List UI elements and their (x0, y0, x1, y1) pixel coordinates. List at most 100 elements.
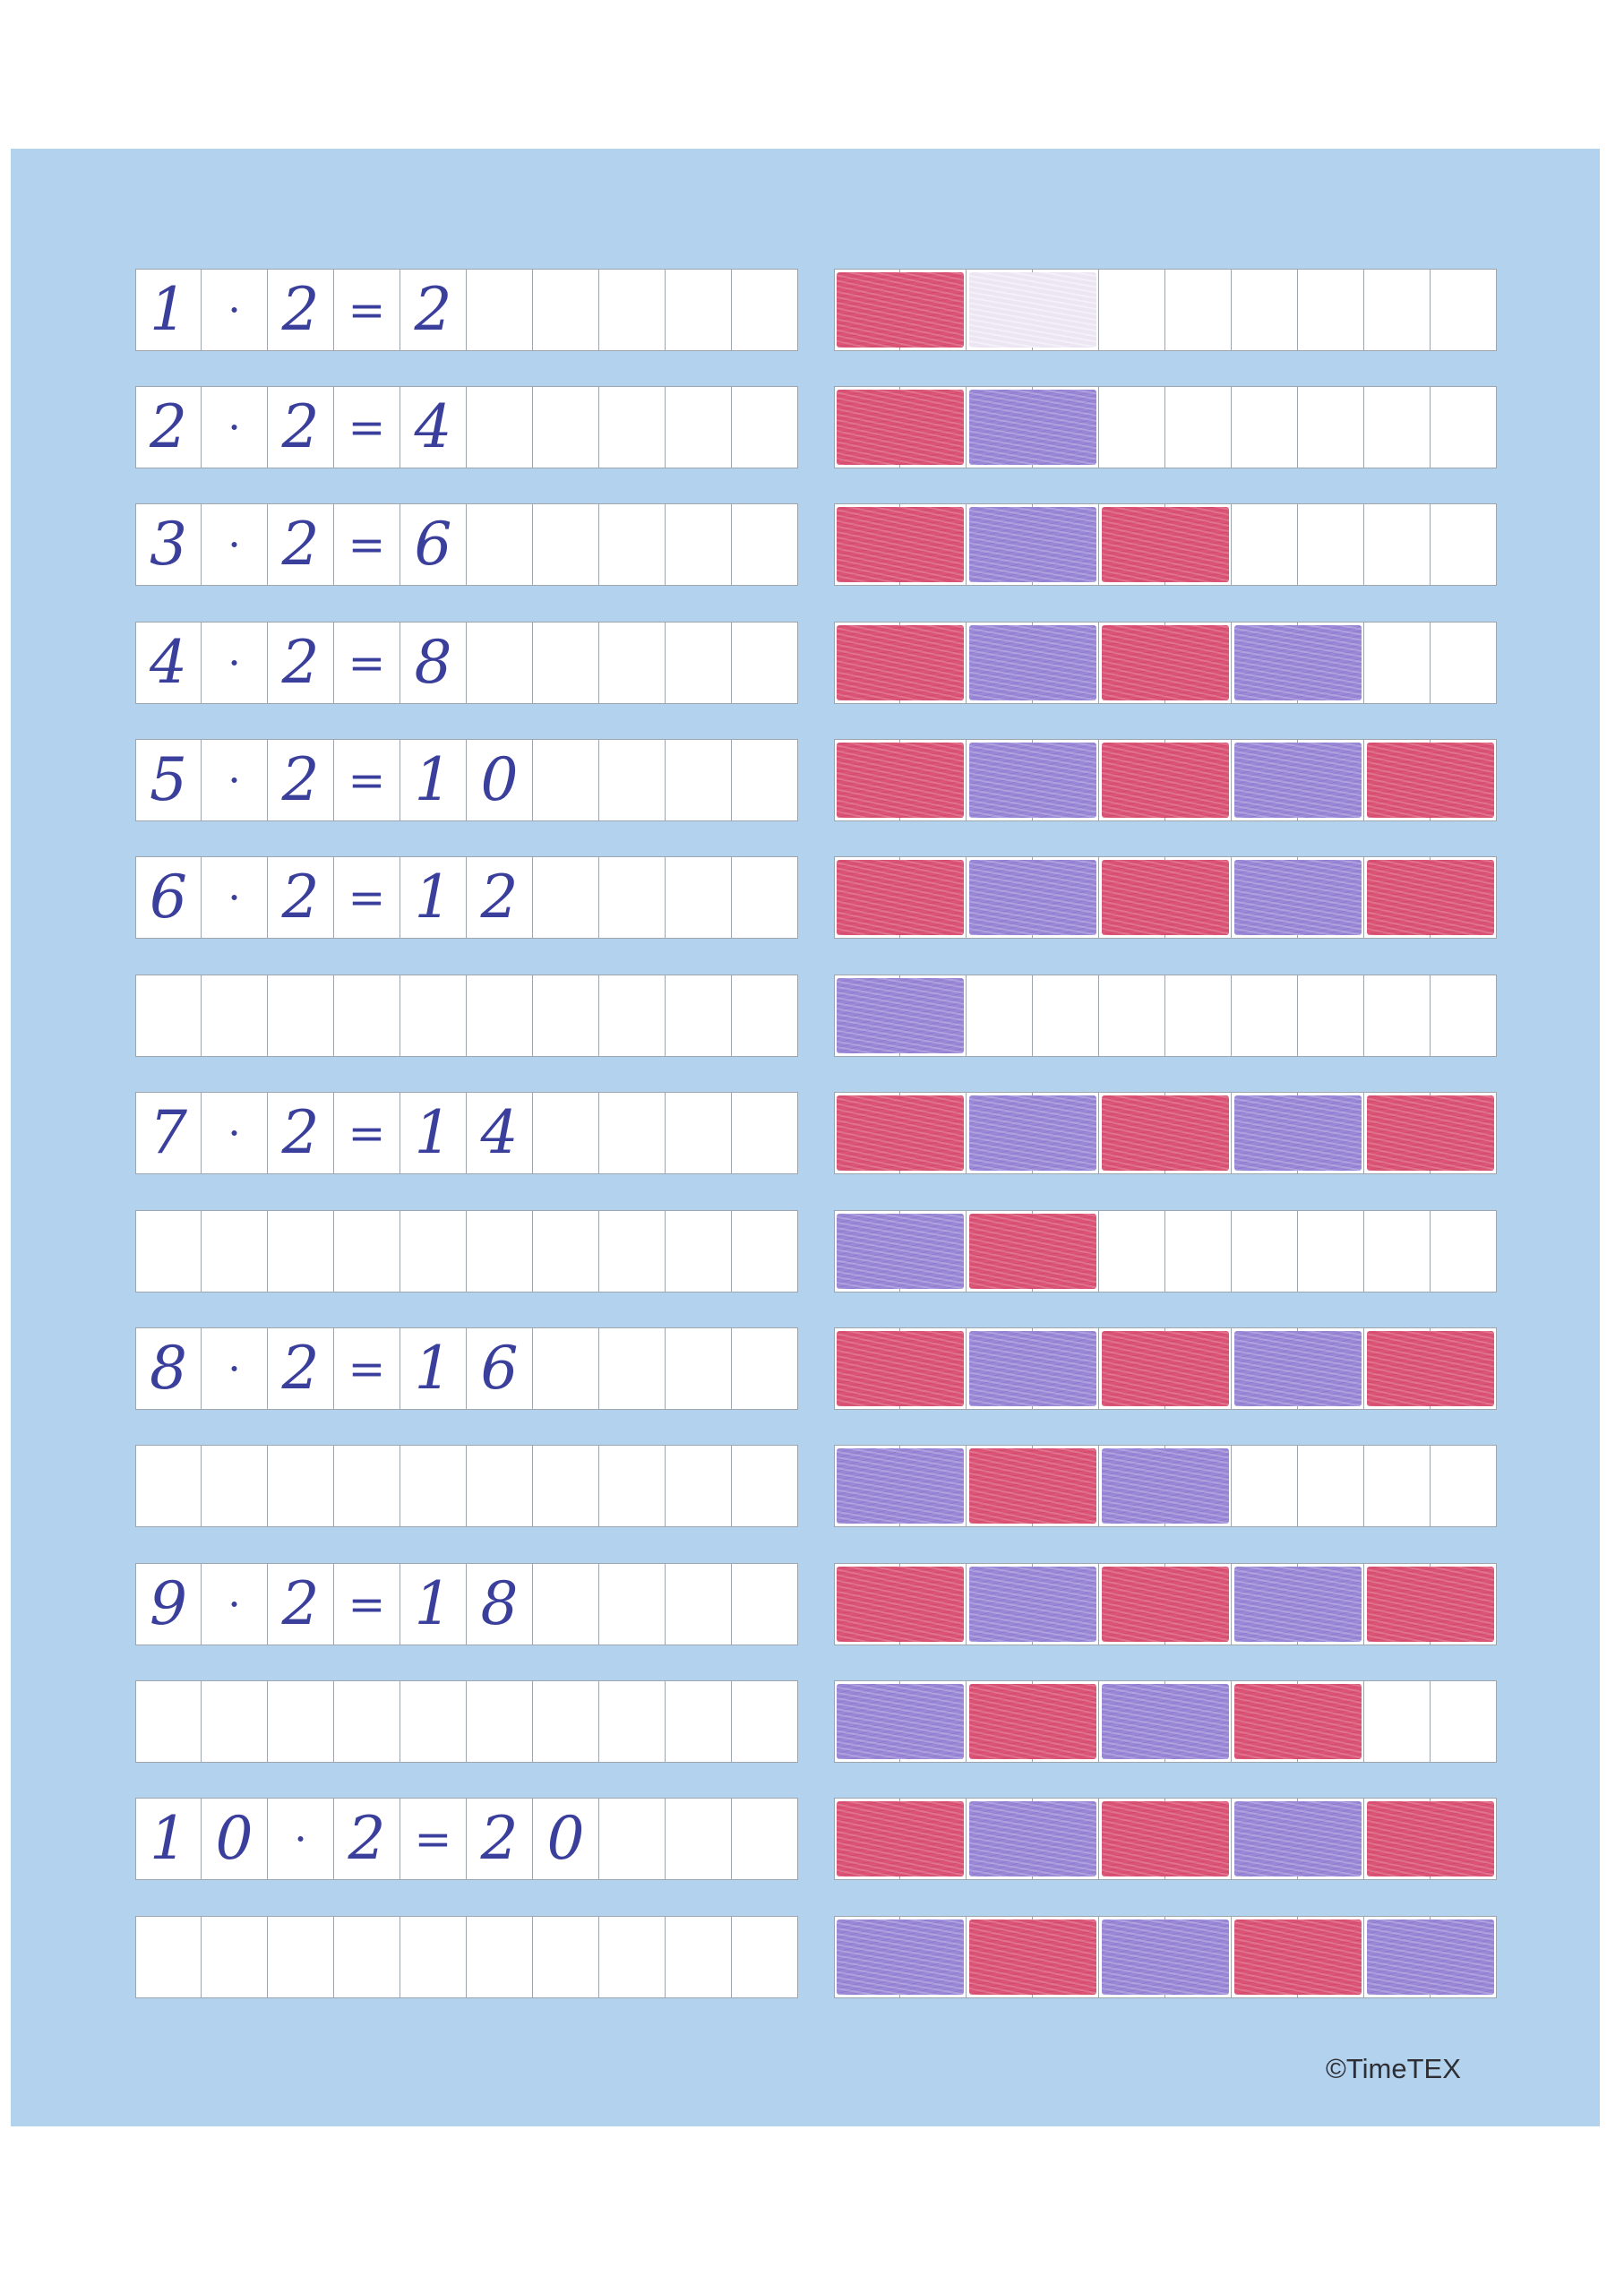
grid-cell (532, 1680, 599, 1763)
grid-cell (598, 1445, 666, 1527)
grid-cell (333, 1445, 400, 1527)
grid-cell (731, 386, 798, 468)
grid-cell (1231, 386, 1298, 468)
grid-cell (1231, 503, 1298, 586)
grid-cell (1297, 975, 1364, 1057)
handwritten-char: · (228, 639, 241, 687)
grid-cell (532, 622, 599, 704)
grid-cell: 1 (400, 1563, 467, 1645)
purple-block (837, 978, 964, 1053)
handwritten-char: = (348, 401, 386, 453)
purple-block (837, 1684, 964, 1759)
purple-block (969, 1095, 1096, 1171)
grid-cell (1231, 1445, 1298, 1527)
grid-cell: 1 (400, 856, 467, 939)
handwritten-char: 2 (281, 392, 320, 461)
grid-cell (731, 856, 798, 939)
handwritten-char: 2 (281, 1334, 320, 1403)
grid-cell: = (333, 1327, 400, 1410)
handwritten-char: 2 (281, 1569, 320, 1638)
grid-cell: = (333, 503, 400, 586)
grid-cell: = (333, 269, 400, 351)
grid-cell (135, 975, 202, 1057)
handwritten-char: 1 (414, 1098, 452, 1167)
equation-row: 8 · 2 = 1 6 (135, 1327, 798, 1410)
red-block (1234, 1684, 1362, 1759)
red-block (1367, 1801, 1494, 1876)
grid-cell (333, 1680, 400, 1763)
worksheet: 1 · 2 = 2 2 · 2 = 4 3 · 2 = 6 4 · 2 = 8 5 · 2 = 1 0 6 · 2 = 1 2 7 · 2 = 1 4 8 ·… (11, 149, 1600, 2126)
grid-cell: 1 (400, 739, 467, 821)
faint-block (969, 272, 1096, 348)
grid-cell (665, 622, 732, 704)
grid-cell: 1 (400, 1092, 467, 1174)
handwritten-char: 8 (480, 1569, 519, 1638)
red-block (1367, 860, 1494, 935)
grid-cell (665, 1563, 732, 1645)
grid-cell (598, 269, 666, 351)
red-block (837, 743, 964, 818)
equation-row: 9 · 2 = 1 8 (135, 1563, 798, 1645)
grid-cell (1430, 1210, 1497, 1292)
grid-cell (400, 1445, 467, 1527)
grid-cell (466, 386, 533, 468)
grid-cell (665, 739, 732, 821)
grid-cell (267, 1445, 334, 1527)
red-block (837, 272, 964, 348)
handwritten-char: 4 (150, 628, 187, 697)
grid-cell (201, 1210, 268, 1292)
grid-cell (400, 975, 467, 1057)
color-block-row (834, 1798, 1497, 1880)
grid-cell (267, 1210, 334, 1292)
red-block (1367, 743, 1494, 818)
handwritten-char: 0 (215, 1804, 253, 1873)
grid-cell: 2 (267, 269, 334, 351)
grid-cell (532, 856, 599, 939)
purple-block (837, 1448, 964, 1524)
red-block (1102, 1095, 1229, 1171)
handwritten-char: · (228, 873, 241, 922)
red-block (1102, 625, 1229, 700)
color-block-row (834, 739, 1497, 821)
handwritten-char: 2 (150, 392, 187, 461)
handwritten-char: · (228, 1580, 241, 1628)
color-block-row (834, 856, 1497, 939)
grid-cell: = (333, 1092, 400, 1174)
grid-cell (598, 1210, 666, 1292)
grid-cell (665, 1680, 732, 1763)
grid-cell (598, 739, 666, 821)
grid-cell (598, 856, 666, 939)
purple-block (969, 743, 1096, 818)
grid-cell: 3 (135, 503, 202, 586)
grid-cell: 6 (135, 856, 202, 939)
color-block-row (834, 1092, 1497, 1174)
grid-cell: · (201, 1327, 268, 1410)
handwritten-char: 1 (414, 745, 452, 814)
grid-cell: = (400, 1798, 467, 1880)
handwritten-char: = (348, 637, 386, 689)
red-block (837, 860, 964, 935)
red-block (837, 390, 964, 465)
grid-cell: · (201, 386, 268, 468)
handwritten-char: · (228, 520, 241, 569)
handwritten-char: = (348, 754, 386, 806)
handwritten-char: = (348, 519, 386, 571)
red-block (969, 1684, 1096, 1759)
grid-cell (731, 503, 798, 586)
handwritten-char: 1 (414, 863, 452, 932)
grid-cell (400, 1680, 467, 1763)
handwritten-char: 1 (150, 275, 187, 344)
grid-cell (598, 1798, 666, 1880)
grid-cell (532, 1210, 599, 1292)
grid-cell (598, 503, 666, 586)
grid-cell (201, 1445, 268, 1527)
purple-block (1234, 743, 1362, 818)
equation-row (135, 1445, 798, 1527)
handwritten-char: = (348, 872, 386, 923)
grid-cell (135, 1210, 202, 1292)
red-block (1367, 1095, 1494, 1171)
handwritten-char: 9 (150, 1569, 187, 1638)
color-block-row (834, 1680, 1497, 1763)
grid-cell (598, 622, 666, 704)
purple-block (1102, 1448, 1229, 1524)
